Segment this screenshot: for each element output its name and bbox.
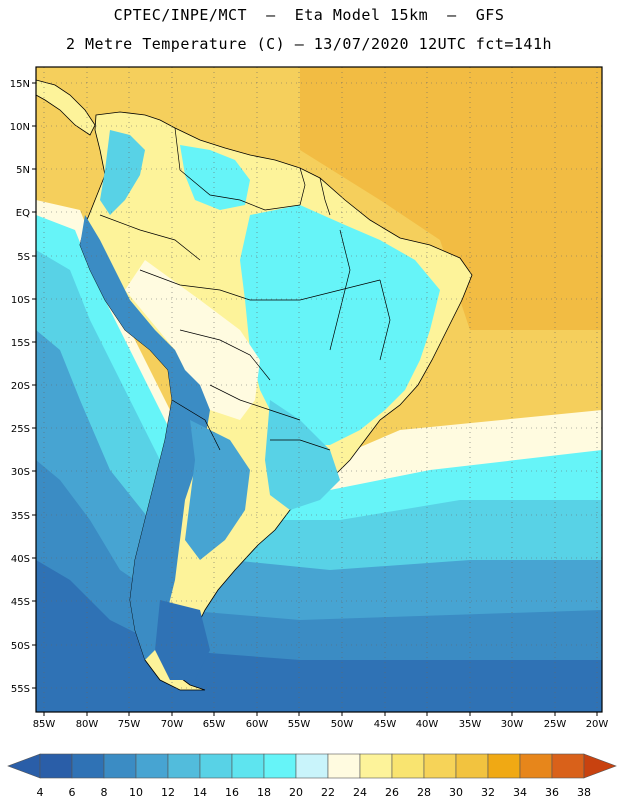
lon-label: 20W (586, 719, 609, 730)
lat-label: 5N (16, 165, 30, 176)
lat-label: 50S (11, 641, 30, 652)
colorbar-tick-label: 34 (513, 786, 527, 799)
colorbar-swatch (519, 753, 553, 779)
colorbar-tick-label: 8 (101, 786, 108, 799)
colorbar-tick-label: 4 (37, 786, 44, 799)
colorbar-tick-label: 14 (193, 786, 207, 799)
colorbar-swatch (295, 753, 329, 779)
colorbar-swatch (327, 753, 361, 779)
lon-label: 85W (33, 719, 56, 730)
northern-andes (100, 130, 145, 215)
lon-label: 60W (246, 719, 269, 730)
lon-label: 80W (76, 719, 99, 730)
colorbar-tick-label: 18 (257, 786, 271, 799)
lon-label: 70W (161, 719, 184, 730)
andes-cold-band (80, 215, 210, 660)
colorbar-swatch (423, 753, 457, 779)
lon-label: 75W (118, 719, 141, 730)
colorbar-swatch (551, 753, 585, 779)
lat-label: 15N (10, 79, 30, 90)
colorbar-min-arrow (7, 753, 41, 779)
lat-label: 10N (10, 122, 30, 133)
lon-label: 55W (288, 719, 311, 730)
ocean-hot-band (300, 67, 602, 330)
lat-label: 5S (17, 252, 30, 263)
colorbar-tick-label: 36 (545, 786, 559, 799)
colorbar-swatch (359, 753, 393, 779)
colorbar-tick-label: 16 (225, 786, 239, 799)
colorbar-tick-label: 10 (129, 786, 143, 799)
colorbar-tick-label: 26 (385, 786, 399, 799)
lon-label: 65W (203, 719, 226, 730)
colorbar-swatch (391, 753, 425, 779)
colorbar-tick-label: 28 (417, 786, 431, 799)
colorbar-max-arrow (583, 753, 617, 779)
land-cool-north (180, 145, 250, 210)
colorbar-tick-label: 30 (449, 786, 463, 799)
tierra-del-fuego (155, 600, 210, 680)
lon-label: 30W (501, 719, 524, 730)
longitude-labels: 85W 80W 75W 70W 65W 60W 55W 50W 45W 40W 35W 30W 25W 2… (33, 712, 609, 730)
colorbar-tick-label: 32 (481, 786, 495, 799)
central-america-land (36, 79, 96, 136)
colorbar-swatch (487, 753, 521, 779)
map-area (36, 67, 602, 712)
country-borders (99, 127, 391, 451)
colorbar-tick-label: 38 (577, 786, 591, 799)
lon-label: 40W (416, 719, 439, 730)
colorbar-swatch (135, 753, 169, 779)
patagonia-cool (185, 420, 250, 560)
lat-label: 20S (11, 381, 30, 392)
lon-label: 45W (374, 719, 397, 730)
lon-label: 25W (544, 719, 567, 730)
colorbar: 4 6 8 10 12 14 16 18 20 22 24 26 28 30 32 34 36 38 (7, 753, 617, 799)
colorbar-tick-label: 24 (353, 786, 367, 799)
lat-label: 15S (11, 338, 30, 349)
lon-label: 50W (331, 719, 354, 730)
colorbar-swatch (231, 753, 265, 779)
land-cool-brazil (240, 205, 440, 445)
colorbar-swatch (39, 753, 73, 779)
colorbar-tick-label: 6 (69, 786, 76, 799)
lat-label: 25S (11, 424, 30, 435)
lat-label: 10S (11, 295, 30, 306)
lat-label: EQ (16, 208, 30, 219)
colorbar-swatch (199, 753, 233, 779)
colorbar-tick-label: 22 (321, 786, 335, 799)
title-line-1: CPTEC/INPE/MCT – Eta Model 15km – GFS (113, 6, 505, 24)
lon-label: 35W (459, 719, 482, 730)
map-frame (35, 66, 603, 713)
lat-label: 30S (11, 467, 30, 478)
title-line-2: 2 Metre Temperature (C) – 13/07/2020 12U… (65, 35, 553, 53)
colorbar-tick-label: 20 (289, 786, 303, 799)
lat-label: 55S (11, 684, 30, 695)
lat-label: 45S (11, 597, 30, 608)
colorbar-swatch (263, 753, 297, 779)
lat-label: 40S (11, 554, 30, 565)
lat-label: 35S (11, 511, 30, 522)
colorbar-tick-label: 12 (161, 786, 175, 799)
latitude-labels: 15N 10N 5N EQ 5S 10S 15S 20S 25S 30S 35S 40S 45S 50S 5… (10, 79, 36, 695)
land-cool-south-brazil (265, 400, 340, 510)
colorbar-swatch (71, 753, 105, 779)
colorbar-swatch (167, 753, 201, 779)
colorbar-swatch (455, 753, 489, 779)
colorbar-swatch (103, 753, 137, 779)
land-mild-central (125, 260, 260, 420)
